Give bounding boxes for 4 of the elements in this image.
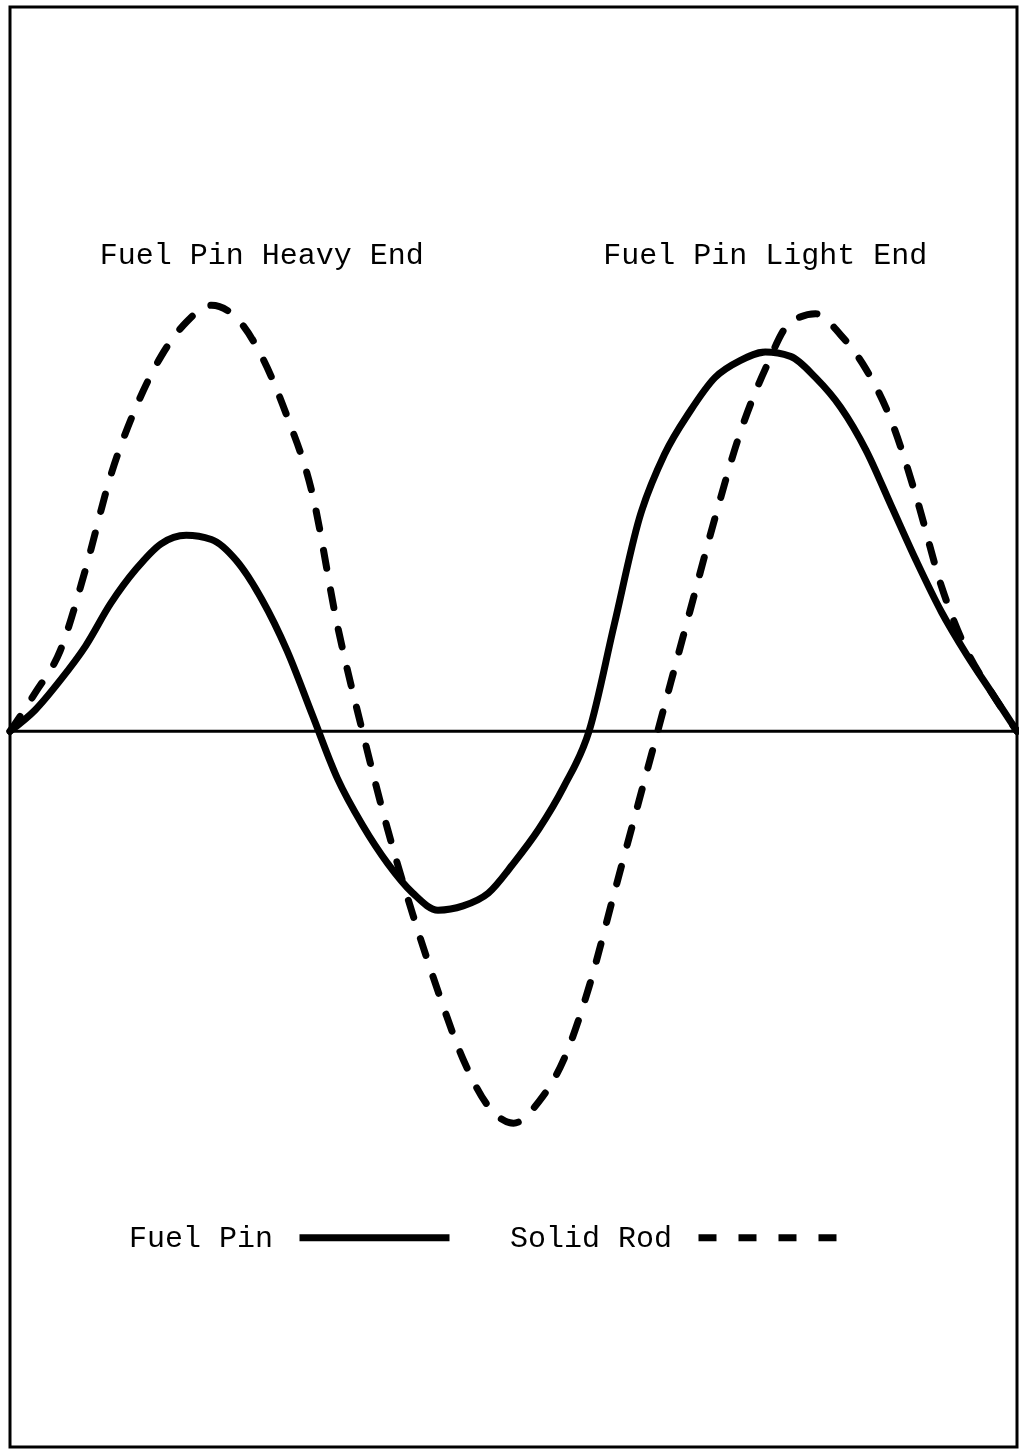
text: Fuel Pin Heavy End	[99, 238, 424, 273]
legend-label: Solid Rod	[509, 1221, 672, 1256]
text: Fuel Pin Light End	[603, 238, 928, 273]
legend-label: Fuel Pin	[128, 1221, 273, 1256]
